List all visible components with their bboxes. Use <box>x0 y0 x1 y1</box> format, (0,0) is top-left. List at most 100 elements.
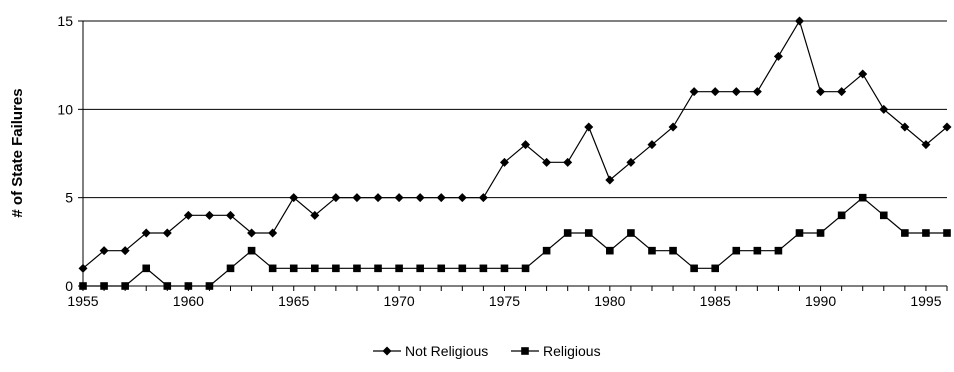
point-not-religious-1996 <box>942 122 952 132</box>
legend-marker-not-religious <box>382 346 392 356</box>
point-not-religious-1987 <box>752 87 762 97</box>
point-religious-1960 <box>184 282 193 290</box>
y-tick-label-5: 5 <box>65 190 73 206</box>
point-not-religious-1958 <box>141 228 151 238</box>
axes <box>82 21 947 287</box>
point-religious-1962 <box>226 264 235 273</box>
point-not-religious-1974 <box>478 193 488 203</box>
point-religious-1989 <box>795 229 804 237</box>
legend: Not Religious Religious <box>373 343 601 359</box>
point-religious-1996 <box>943 229 951 237</box>
point-not-religious-1989 <box>794 16 804 26</box>
legend-label-not-religious: Not Religious <box>405 343 488 359</box>
x-tick-label-1965: 1965 <box>278 293 309 309</box>
point-not-religious-1970 <box>394 193 404 203</box>
point-not-religious-1955 <box>78 263 88 273</box>
point-religious-1970 <box>395 264 403 273</box>
point-religious-1958 <box>142 264 151 273</box>
point-religious-1979 <box>584 229 593 237</box>
series-line-religious <box>83 196 947 287</box>
y-tick-label-15: 15 <box>57 13 73 29</box>
x-tick-label-1975: 1975 <box>489 293 520 309</box>
point-not-religious-1994 <box>900 122 910 132</box>
point-religious-1969 <box>374 264 382 273</box>
point-religious-1992 <box>858 193 867 202</box>
x-tick-label-1990: 1990 <box>805 293 836 309</box>
point-not-religious-1983 <box>668 122 678 132</box>
point-not-religious-1980 <box>605 175 615 185</box>
point-not-religious-1979 <box>584 122 594 132</box>
series-not-religious <box>78 16 952 273</box>
point-not-religious-1976 <box>521 140 531 150</box>
point-religious-1968 <box>353 264 361 273</box>
y-axis-ticks: 0 5 10 15 <box>57 13 83 294</box>
point-not-religious-1961 <box>204 210 214 220</box>
point-religious-1972 <box>437 264 446 273</box>
point-religious-1990 <box>816 229 825 237</box>
point-religious-1955 <box>79 282 87 290</box>
point-not-religious-1972 <box>436 193 446 203</box>
x-tick-label-1970: 1970 <box>384 293 415 309</box>
point-not-religious-1982 <box>647 140 657 150</box>
point-not-religious-1985 <box>710 87 720 97</box>
point-not-religious-1967 <box>331 193 341 203</box>
x-tick-label-1960: 1960 <box>173 293 204 309</box>
point-religious-1988 <box>774 246 783 255</box>
point-religious-1956 <box>100 282 108 290</box>
point-not-religious-1956 <box>99 246 109 256</box>
point-religious-1978 <box>563 229 572 237</box>
legend-label-religious: Religious <box>543 343 601 359</box>
y-axis-label: # of State Failures <box>9 88 26 217</box>
point-not-religious-1959 <box>162 228 172 238</box>
point-not-religious-1965 <box>289 193 299 203</box>
point-religious-1983 <box>669 246 677 255</box>
point-religious-1957 <box>121 282 129 290</box>
point-not-religious-1971 <box>415 193 425 203</box>
point-not-religious-1969 <box>373 193 383 203</box>
point-religious-1977 <box>542 246 551 255</box>
point-not-religious-1977 <box>542 157 552 167</box>
point-not-religious-1978 <box>563 157 573 167</box>
point-not-religious-1993 <box>879 104 889 114</box>
point-religious-1991 <box>837 211 846 220</box>
x-tick-label-1995: 1995 <box>910 293 941 309</box>
point-religious-1986 <box>732 246 741 255</box>
point-religious-1966 <box>311 264 319 273</box>
point-not-religious-1957 <box>120 246 130 256</box>
x-tick-label-1980: 1980 <box>594 293 625 309</box>
y-tick-label-0: 0 <box>65 278 73 294</box>
point-religious-1995 <box>922 229 930 237</box>
point-not-religious-1964 <box>268 228 278 238</box>
point-religious-1964 <box>268 264 277 273</box>
x-tick-label-1955: 1955 <box>67 293 98 309</box>
point-religious-1981 <box>627 229 635 237</box>
point-religious-1984 <box>690 264 698 273</box>
point-religious-1963 <box>247 246 256 255</box>
point-religious-1959 <box>163 282 172 290</box>
point-religious-1982 <box>648 246 656 255</box>
point-not-religious-1992 <box>858 69 868 79</box>
point-not-religious-1968 <box>352 193 362 203</box>
point-religious-1975 <box>500 264 509 273</box>
point-not-religious-1995 <box>921 140 931 150</box>
point-not-religious-1960 <box>183 210 193 220</box>
point-religious-1965 <box>289 264 298 273</box>
point-religious-1974 <box>479 264 488 273</box>
x-axis-ticks: 1955 1960 1965 1970 1975 1980 1985 1990 1995 <box>67 286 948 309</box>
point-not-religious-1986 <box>731 87 741 97</box>
legend-item-religious: Religious <box>511 343 601 359</box>
point-not-religious-1984 <box>689 87 699 97</box>
point-not-religious-1991 <box>837 87 847 97</box>
point-not-religious-1990 <box>816 87 826 97</box>
legend-marker-religious <box>521 347 529 355</box>
point-religious-1971 <box>416 264 424 273</box>
point-religious-1994 <box>901 229 909 237</box>
point-not-religious-1966 <box>310 210 320 220</box>
x-tick-label-1985: 1985 <box>700 293 731 309</box>
point-not-religious-1988 <box>773 51 783 61</box>
point-religious-1980 <box>606 246 614 255</box>
y-tick-label-10: 10 <box>57 101 73 117</box>
legend-item-not-religious: Not Religious <box>373 343 488 359</box>
point-religious-1967 <box>332 264 340 273</box>
